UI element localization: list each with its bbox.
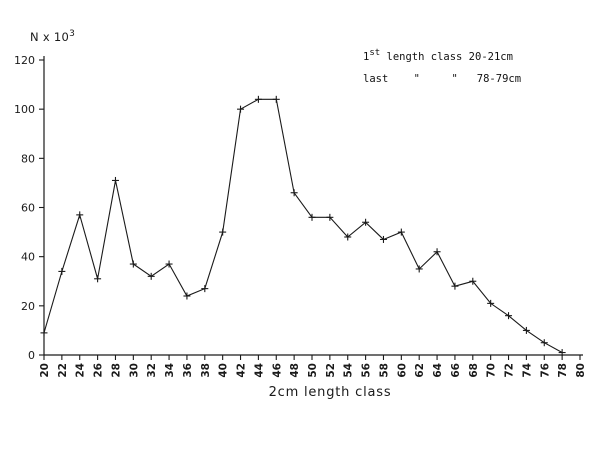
data-point [147, 272, 155, 280]
data-point [237, 105, 245, 113]
y-tick-label: 60 [21, 202, 35, 215]
data-point [272, 95, 280, 103]
x-tick-label: 52 [325, 363, 337, 378]
chart-series [40, 95, 566, 357]
x-tick-label: 20 [39, 363, 51, 378]
y-axis-label: N x 103 [30, 29, 76, 44]
x-tick-label: 64 [432, 363, 444, 378]
y-tick-label: 0 [28, 349, 35, 362]
annotation-last-length-class: last " " 78-79cm [363, 73, 522, 85]
x-tick-label: 24 [75, 363, 87, 378]
y-tick-label: 100 [14, 103, 35, 116]
x-tick-label: 28 [110, 363, 122, 378]
annotation-first-length-class: 1st length class 20-21cm [363, 48, 513, 63]
data-point [290, 189, 298, 197]
data-point [362, 218, 370, 226]
data-point [487, 299, 495, 307]
x-tick-label: 80 [575, 363, 587, 378]
x-tick-label: 30 [128, 363, 140, 378]
x-tick-label: 58 [378, 363, 390, 378]
x-tick-label: 54 [343, 363, 355, 378]
x-tick-label: 22 [57, 363, 69, 378]
data-point [58, 267, 66, 275]
data-point [505, 312, 513, 320]
data-point [451, 282, 459, 290]
chart-axes [43, 56, 583, 356]
data-point [433, 248, 441, 256]
data-point [558, 349, 566, 357]
data-point [326, 213, 334, 221]
x-tick-label: 36 [182, 363, 194, 378]
y-tick-label: 20 [21, 300, 35, 313]
x-tick-label: 50 [307, 363, 319, 378]
data-point [397, 228, 405, 236]
x-tick-label: 56 [361, 363, 373, 378]
x-tick-label: 44 [253, 363, 265, 378]
x-tick-label: 68 [468, 363, 480, 378]
x-tick-label: 74 [521, 363, 533, 378]
x-tick-label: 32 [146, 363, 158, 378]
x-tick-label: 62 [414, 363, 426, 378]
data-point [469, 277, 477, 285]
data-point [379, 235, 387, 243]
data-point [94, 275, 102, 283]
x-tick-label: 42 [236, 363, 248, 378]
data-point [540, 339, 548, 347]
x-tick-label: 76 [539, 363, 551, 378]
series-line-0 [43, 98, 563, 353]
data-point [308, 213, 316, 221]
chart-ticks: 0 20 40 60 80 100 120 20 22 24 26 28 30 32 34 36 38 40 42 4… [14, 54, 587, 378]
x-tick-label: 78 [557, 363, 569, 378]
data-point [165, 260, 173, 268]
x-tick-label: 34 [164, 363, 176, 378]
x-axis-label: 2cm length class [268, 385, 392, 400]
data-point [40, 329, 48, 337]
x-tick-label: 38 [200, 363, 212, 378]
x-tick-label: 66 [450, 363, 462, 378]
data-point [219, 228, 227, 236]
x-tick-label: 40 [218, 363, 230, 378]
data-point [344, 233, 352, 241]
x-tick-label: 70 [486, 363, 498, 378]
x-tick-label: 26 [93, 363, 105, 378]
data-point [183, 292, 191, 300]
data-point [415, 265, 423, 273]
x-tick-label: 48 [289, 363, 301, 378]
y-tick-label: 120 [14, 54, 35, 67]
data-point [129, 260, 137, 268]
x-tick-label: 72 [504, 363, 516, 378]
data-point [76, 211, 84, 219]
data-point [111, 176, 119, 184]
data-point [522, 326, 530, 334]
data-point [201, 285, 209, 293]
data-point [254, 95, 262, 103]
y-tick-label: 80 [21, 152, 35, 165]
x-tick-label: 60 [396, 363, 408, 378]
x-tick-label: 46 [271, 363, 283, 378]
y-tick-label: 40 [21, 251, 35, 264]
